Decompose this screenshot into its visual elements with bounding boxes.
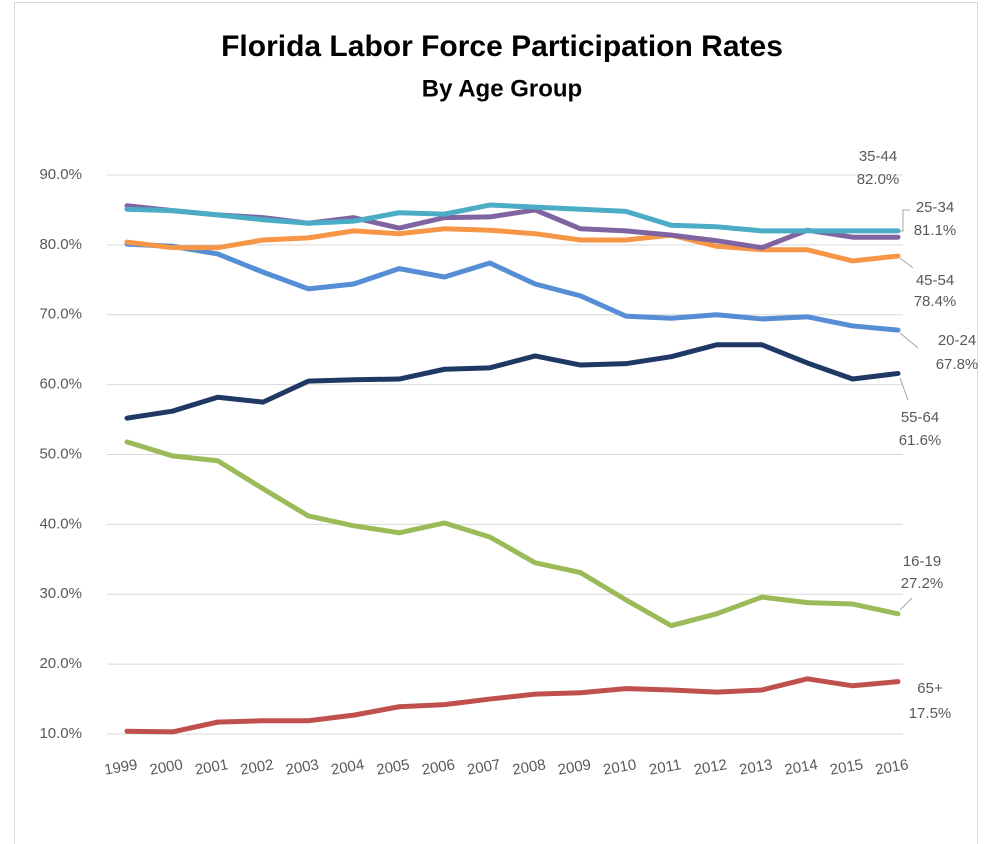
series-line bbox=[124, 342, 901, 421]
data-label: 27.2% bbox=[901, 575, 944, 592]
data-label: 78.4% bbox=[914, 293, 957, 310]
chart-subtitle: By Age Group bbox=[422, 75, 582, 102]
x-tick-label: 2009 bbox=[557, 756, 593, 779]
y-tick-label: 70.0% bbox=[39, 306, 82, 323]
x-tick-label: 2012 bbox=[693, 756, 729, 779]
series-label: 55-64 bbox=[901, 409, 939, 426]
x-tick-label: 1999 bbox=[103, 756, 139, 779]
x-tick-label: 2007 bbox=[466, 756, 502, 779]
series-label: 35-44 bbox=[859, 148, 897, 165]
series-line bbox=[124, 226, 901, 264]
series-label: 20-24 bbox=[938, 332, 976, 349]
y-tick-label: 50.0% bbox=[39, 445, 82, 462]
series-line bbox=[124, 439, 901, 629]
x-tick-label: 2001 bbox=[194, 756, 230, 779]
x-tick-label: 2005 bbox=[375, 756, 411, 779]
x-tick-label: 2016 bbox=[874, 756, 910, 779]
data-label: 17.5% bbox=[909, 705, 952, 722]
series-label: 25-34 bbox=[916, 199, 954, 216]
y-tick-label: 40.0% bbox=[39, 515, 82, 532]
y-tick-label: 90.0% bbox=[39, 166, 82, 183]
data-label: 81.1% bbox=[914, 222, 957, 239]
x-tick-label: 2003 bbox=[284, 756, 320, 779]
leader-line bbox=[899, 377, 909, 401]
series-label: 16-19 bbox=[903, 553, 941, 570]
x-tick-label: 2004 bbox=[330, 756, 366, 779]
leader-line bbox=[900, 209, 910, 232]
series-label: 45-54 bbox=[916, 272, 954, 289]
data-label: 67.8% bbox=[936, 356, 979, 373]
x-tick-label: 2011 bbox=[648, 756, 683, 778]
series-line bbox=[124, 241, 901, 333]
series-line bbox=[124, 676, 901, 735]
leader-line bbox=[899, 332, 919, 349]
x-tick-label: 2000 bbox=[148, 756, 184, 779]
x-tick-label: 2010 bbox=[602, 756, 638, 779]
series-label: 65+ bbox=[917, 680, 943, 697]
x-tick-label: 2006 bbox=[420, 756, 456, 779]
data-label: 61.6% bbox=[899, 432, 942, 449]
leader-line bbox=[899, 597, 913, 611]
y-tick-label: 20.0% bbox=[39, 655, 82, 672]
x-tick-label: 2008 bbox=[511, 756, 547, 779]
x-tick-label: 2002 bbox=[239, 756, 275, 779]
x-tick-label: 2013 bbox=[738, 756, 774, 779]
series-line bbox=[124, 202, 901, 234]
y-tick-label: 60.0% bbox=[39, 376, 82, 393]
y-tick-label: 10.0% bbox=[39, 725, 82, 742]
y-tick-label: 30.0% bbox=[39, 585, 82, 602]
y-tick-label: 80.0% bbox=[39, 236, 82, 253]
chart-border bbox=[14, 2, 978, 844]
x-tick-label: 2015 bbox=[829, 756, 865, 779]
leader-line bbox=[899, 257, 914, 269]
chart-title: Florida Labor Force Participation Rates bbox=[221, 30, 783, 63]
data-label: 82.0% bbox=[857, 171, 900, 188]
x-tick-label: 2014 bbox=[783, 756, 819, 779]
